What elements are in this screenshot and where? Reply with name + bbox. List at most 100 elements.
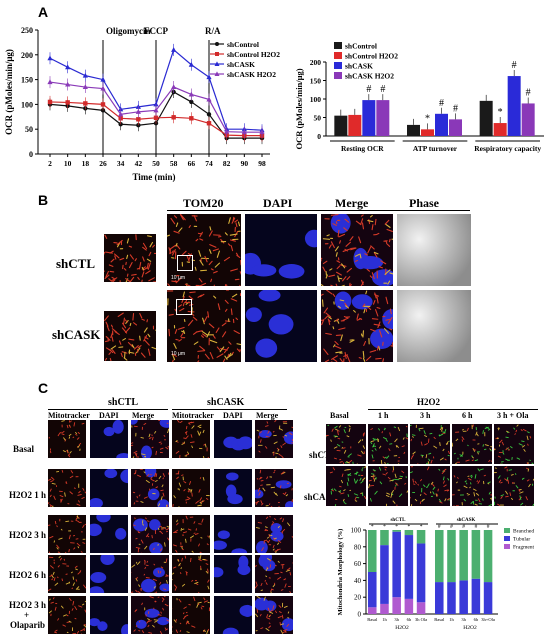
data-point <box>171 115 176 120</box>
mito-fragment <box>515 485 519 489</box>
mito-fragment <box>470 475 473 479</box>
mito-fragment <box>52 571 55 575</box>
mito-fragment <box>502 452 505 455</box>
mito-fragment <box>197 424 202 428</box>
legend-swatch <box>334 52 342 59</box>
mito-fragment <box>259 469 262 474</box>
mito-fragment <box>157 503 161 507</box>
mito-fragment <box>349 236 354 242</box>
mito-fragment <box>166 619 169 622</box>
panel-c-label: C <box>38 380 49 396</box>
mito-fragment <box>330 439 332 442</box>
mito-fragment <box>235 252 239 257</box>
data-point <box>100 76 106 82</box>
mito-fragment <box>487 481 491 484</box>
mito-fragment <box>448 440 450 442</box>
mito-fragment <box>226 353 233 359</box>
mito-fragment <box>330 214 339 216</box>
mito-fragment <box>484 426 489 430</box>
mito-fragment <box>207 585 210 590</box>
c-row-olaparib: Olaparib <box>10 620 46 630</box>
mito-fragment <box>193 521 196 524</box>
mito-fragment <box>207 456 209 458</box>
mito-fragment <box>322 238 331 240</box>
mito-fragment <box>229 239 236 242</box>
bar <box>334 115 348 136</box>
y-tick-label: 80 <box>354 543 362 551</box>
mito-fragment <box>271 588 274 591</box>
mito-fragment <box>322 260 328 265</box>
mito-fragment <box>497 427 500 430</box>
mito-fragment <box>422 484 426 488</box>
mito-fragment <box>67 454 71 458</box>
nucleus <box>115 527 127 540</box>
mito-fragment <box>131 444 134 447</box>
stack-segment <box>447 582 456 614</box>
mito-fragment <box>181 546 183 550</box>
mito-fragment <box>157 527 160 531</box>
mito-fragment <box>173 619 177 623</box>
mito-fragment <box>382 473 387 476</box>
mito-fragment <box>105 321 109 327</box>
group-label: Resting OCR <box>341 144 384 153</box>
micrograph-texture <box>103 420 128 458</box>
mito-fragment <box>378 466 382 471</box>
mito-fragment <box>341 446 344 449</box>
mito-fragment <box>151 446 154 449</box>
mito-fragment <box>395 482 398 487</box>
mito-fragment <box>70 469 74 474</box>
micrograph-texture <box>494 466 534 506</box>
mito-fragment <box>474 474 477 479</box>
mito-fragment <box>269 559 272 562</box>
mito-fragment <box>497 475 501 479</box>
mito-fragment <box>176 476 180 480</box>
mito-fragment <box>75 586 80 590</box>
nucleus <box>231 548 248 553</box>
mito-fragment <box>79 570 82 572</box>
mito-fragment <box>419 478 423 482</box>
mito-fragment <box>277 576 282 580</box>
mito-fragment <box>200 606 203 610</box>
mito-fragment <box>371 473 375 475</box>
x-tick-label: 3h Ola <box>415 617 427 622</box>
data-point <box>188 91 194 97</box>
mito-fragment <box>505 490 509 495</box>
mito-fragment <box>177 420 180 423</box>
mito-fragment <box>135 561 138 564</box>
nucleus <box>370 328 393 349</box>
nucleus <box>270 531 284 542</box>
mito-fragment <box>137 345 142 349</box>
c-rule-shcask <box>172 409 287 410</box>
mito-fragment <box>136 474 142 478</box>
mito-fragment <box>147 262 151 270</box>
row-shcask: shCASK <box>52 327 101 342</box>
mito-fragment <box>167 537 169 541</box>
mito-fragment <box>78 442 82 446</box>
b-dapi-shctl <box>245 214 317 286</box>
mito-fragment <box>196 603 199 608</box>
mito-fragment <box>197 360 200 362</box>
mito-fragment <box>426 466 430 471</box>
micrograph-texture <box>132 469 169 507</box>
mito-fragment <box>357 439 362 444</box>
mito-fragment <box>167 428 169 434</box>
mito-fragment <box>154 620 158 623</box>
mito-fragment <box>144 339 150 346</box>
c-micrograph <box>131 469 169 507</box>
mito-fragment <box>185 435 189 440</box>
mito-fragment <box>58 537 63 540</box>
header-rule <box>167 210 470 211</box>
mito-fragment <box>209 244 217 248</box>
mito-fragment <box>78 490 81 494</box>
data-point <box>153 107 159 113</box>
mito-fragment <box>497 427 500 431</box>
mito-fragment <box>323 307 329 314</box>
mito-fragment <box>173 342 177 349</box>
bar <box>493 123 507 136</box>
bar <box>435 113 448 136</box>
mito-fragment <box>260 582 263 587</box>
data-point <box>65 64 71 70</box>
mito-fragment <box>255 613 259 618</box>
mito-fragment <box>195 583 199 586</box>
mito-fragment <box>523 448 526 452</box>
